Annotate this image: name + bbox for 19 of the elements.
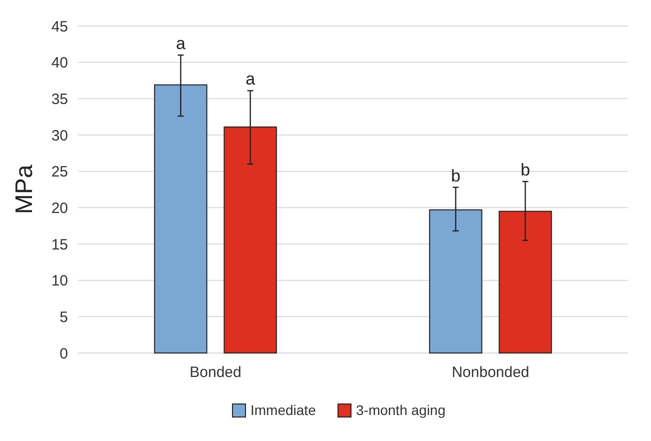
y-tick-label: 5 [60,308,68,326]
annotation: a [246,70,256,89]
y-tick-label: 45 [51,18,68,36]
y-tick-label: 0 [60,345,68,362]
legend-label: Immediate [250,402,316,418]
x-tick-label: Bonded [190,364,242,381]
y-axis-title: MPa [11,164,38,214]
x-tick-label: Nonbonded [452,364,530,381]
y-tick-label: 10 [51,272,68,290]
annotation: a [176,34,186,54]
y-tick-label: 35 [51,90,68,108]
annotation: b [520,160,530,180]
y-tick-label: 30 [51,127,68,144]
y-tick-label: 40 [51,54,68,72]
annotation: b [450,166,460,186]
y-tick-label: 20 [51,200,68,217]
y-tick-label: 15 [51,236,68,254]
y-tick-label: 25 [51,164,68,181]
legend-label: 3-month aging [356,402,446,418]
